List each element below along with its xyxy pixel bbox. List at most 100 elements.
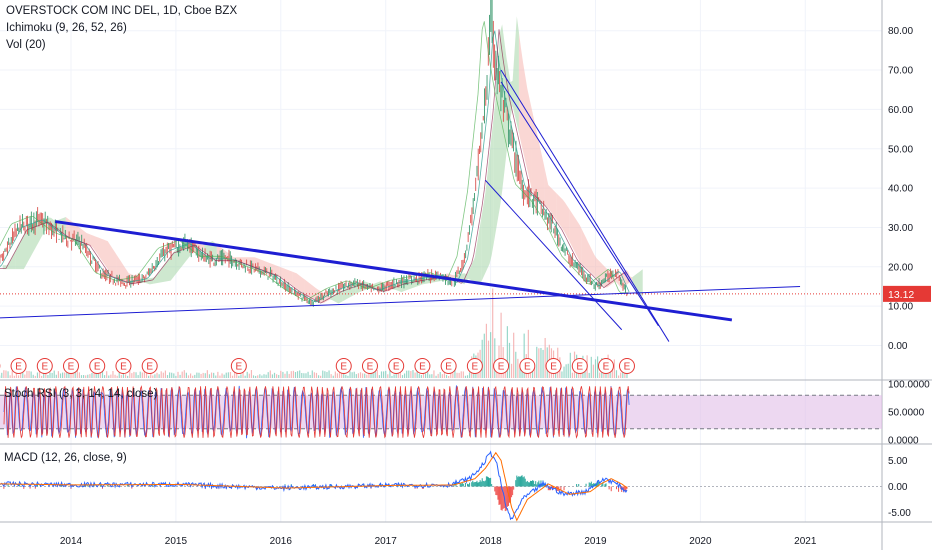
- ichimoku-cloud-segment: [2, 251, 16, 270]
- time-axis-tick-label: 2020: [689, 536, 712, 547]
- stoch-axis-tick-label: 100.0000: [888, 380, 930, 391]
- earnings-marker-label: E: [445, 362, 452, 373]
- earnings-marker-circle: [545, 358, 562, 374]
- earnings-marker-label: E: [550, 362, 557, 373]
- earnings-marker-label: E: [94, 362, 101, 373]
- ichimoku-cloud-segment: [531, 107, 545, 205]
- earnings-marker-circle: [141, 358, 158, 374]
- price-axis-tick-label: 10.00: [888, 302, 913, 313]
- macd-axis-tick-label: 5.00: [888, 456, 908, 467]
- earnings-marker-label: E: [472, 362, 479, 373]
- earnings-marker-label: E: [367, 362, 374, 373]
- price-badge-label: 13.12: [888, 289, 914, 301]
- earnings-marker-label: E: [68, 362, 75, 373]
- macd-axis-tick-label: 0.00: [888, 482, 908, 493]
- time-axis-tick-label: 2015: [165, 536, 188, 547]
- trendline-2: [0, 285, 801, 319]
- price-axis-tick-label: 0.00: [888, 341, 908, 352]
- earnings-marker-circle: [361, 358, 378, 374]
- ichimoku-legend[interactable]: Ichimoku (9, 26, 52, 26): [6, 22, 127, 34]
- stoch-axis-tick-label: 50.0000: [888, 408, 925, 419]
- stoch-d-line: [3, 385, 630, 439]
- earnings-marker-label: E: [15, 362, 22, 373]
- earnings-marker-label: E: [576, 362, 583, 373]
- ichimoku-cloud-segment: [506, 16, 519, 155]
- macd-legend[interactable]: MACD (12, 26, close, 9): [4, 452, 127, 464]
- earnings-marker-label: E: [41, 362, 48, 373]
- earnings-marker-circle: [230, 358, 247, 374]
- earnings-marker-circle: [597, 358, 614, 374]
- ichimoku-cloud-segment: [279, 266, 293, 286]
- earnings-marker-label: E: [624, 362, 631, 373]
- price-axis-tick-label: 20.00: [888, 262, 913, 273]
- price-axis-tick-label: 60.00: [888, 105, 913, 116]
- earnings-marker-label: E: [236, 362, 243, 373]
- volume-legend[interactable]: Vol (20): [6, 39, 46, 51]
- earnings-marker-circle: [414, 358, 431, 374]
- time-axis-tick-label: 2019: [584, 536, 607, 547]
- earnings-marker-label: E: [393, 362, 400, 373]
- earnings-marker-circle: [10, 358, 27, 374]
- time-axis-tick-label: 2017: [375, 536, 398, 547]
- ichimoku-cloud-segment: [342, 284, 356, 302]
- trendline-4: [500, 81, 659, 327]
- earnings-marker-label: E: [120, 362, 127, 373]
- earnings-marker-label: E: [603, 362, 610, 373]
- ichimoku-cloud-segment: [153, 261, 167, 284]
- ichimoku-cloud-segment: [103, 239, 117, 278]
- earnings-marker-circle: [63, 358, 79, 374]
- earnings-marker-circle: [466, 358, 483, 374]
- time-axis-tick-label: 2016: [270, 536, 293, 547]
- earnings-marker-circle: [115, 358, 132, 374]
- earnings-marker-circle: [36, 358, 53, 374]
- earnings-marker-label: E: [524, 362, 531, 373]
- price-badge: [883, 285, 931, 302]
- time-axis-tick-label: 2014: [60, 536, 83, 547]
- ichimoku-base-line: [0, 29, 630, 304]
- ichimoku-cloud-segment: [569, 209, 582, 264]
- ichimoku-cloud-segment: [15, 227, 28, 270]
- stoch-rsi-legend[interactable]: Stoch RSI (3, 3, 14, 14, close): [4, 388, 158, 400]
- macd-line: [0, 450, 628, 521]
- earnings-marker-label: E: [419, 362, 426, 373]
- ichimoku-cloud-segment: [330, 289, 343, 304]
- ichimoku-cloud-segment: [481, 115, 494, 283]
- price-axis-tick-label: 70.00: [888, 66, 913, 77]
- earnings-marker-label: E: [146, 362, 153, 373]
- trendline-3: [500, 69, 670, 342]
- ichimoku-cloud-segment: [493, 24, 507, 244]
- time-axis-tick-label: 2018: [479, 536, 502, 547]
- ichimoku-cloud-segment: [518, 32, 532, 189]
- earnings-marker-label: E: [340, 362, 347, 373]
- earnings-marker-circle: [440, 358, 457, 374]
- ichimoku-cloud-segment: [90, 234, 104, 264]
- price-axis-tick-label: 30.00: [888, 223, 913, 234]
- earnings-marker-circle: [89, 358, 106, 374]
- stoch-axis-tick-label: 0.0000: [888, 436, 919, 447]
- ichimoku-cloud-segment: [581, 229, 595, 276]
- ichimoku-cloud-segment: [166, 247, 180, 282]
- ichimoku-cloud-segment: [468, 218, 482, 284]
- ichimoku-lagging-line: [0, 21, 630, 301]
- price-axis-tick-label: 40.00: [888, 184, 913, 195]
- earnings-marker-label: E: [498, 362, 505, 373]
- earnings-marker-circle: [571, 358, 588, 374]
- time-axis-tick-label: 2021: [794, 536, 817, 547]
- price-axis-tick-label: 80.00: [888, 26, 913, 37]
- earnings-marker-circle: [335, 358, 352, 374]
- trendline-5: [484, 179, 623, 331]
- macd-axis-tick-label: -5.00: [888, 508, 911, 519]
- ichimoku-cloud-segment: [544, 165, 557, 221]
- earnings-marker-circle: [618, 358, 635, 374]
- symbol-title[interactable]: OVERSTOCK COM INC DEL, 1D, Cboe BZX: [6, 5, 238, 17]
- trendline-1: [55, 220, 733, 322]
- earnings-marker-circle: [519, 358, 536, 374]
- macd-signal-line: [0, 451, 628, 522]
- price-axis-tick-label: 50.00: [888, 144, 913, 155]
- earnings-marker-circle: [493, 358, 510, 374]
- ichimoku-cloud-segment: [556, 193, 570, 242]
- earnings-marker-circle: [388, 358, 405, 374]
- ichimoku-conversion-line: [0, 30, 630, 302]
